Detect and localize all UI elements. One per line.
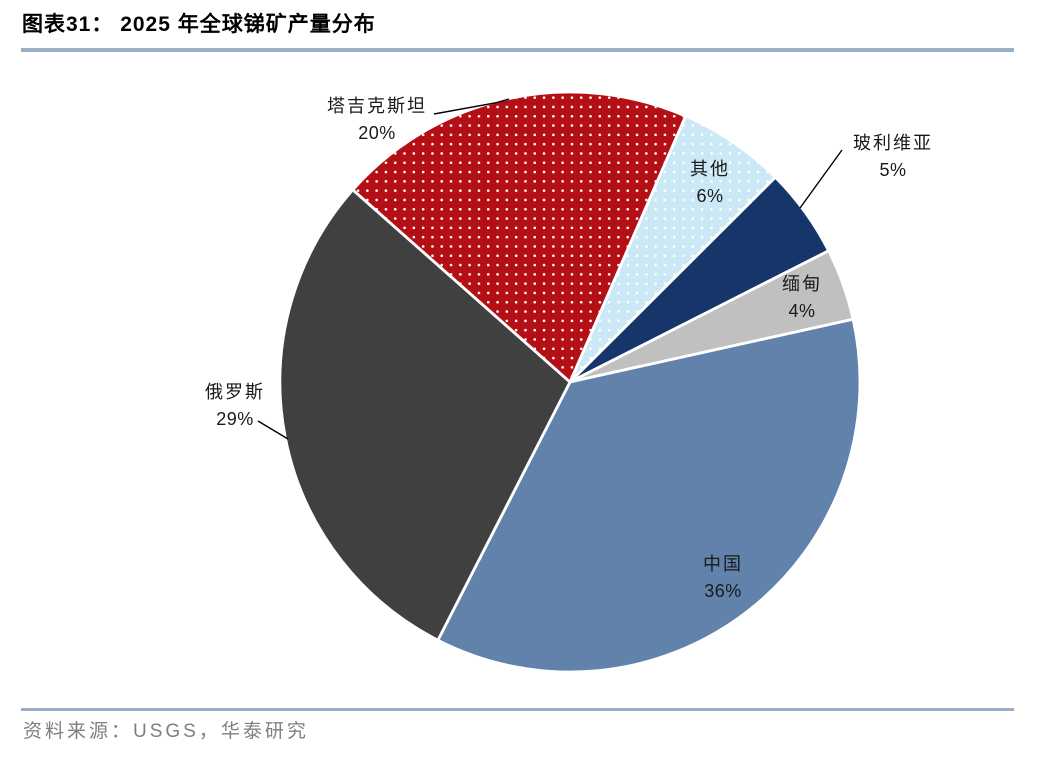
slice-label-tajikistan-pct: 20% bbox=[358, 123, 396, 143]
slice-label-china-name: 中国 bbox=[703, 554, 743, 574]
slice-label-tajikistan: 塔吉克斯坦 20% bbox=[327, 93, 427, 147]
source-rule bbox=[21, 708, 1014, 711]
slice-label-russia-pct: 29% bbox=[216, 409, 254, 429]
slice-label-russia: 俄罗斯 29% bbox=[205, 379, 265, 433]
leader-line-russia bbox=[257, 420, 289, 440]
slice-label-bolivia: 玻利维亚 5% bbox=[853, 130, 933, 184]
slice-label-tajikistan-name: 塔吉克斯坦 bbox=[327, 96, 427, 116]
pie-chart bbox=[257, 90, 862, 674]
title-rule bbox=[21, 48, 1014, 52]
slice-label-china: 中国 36% bbox=[703, 551, 743, 605]
slice-label-bolivia-pct: 5% bbox=[879, 160, 907, 180]
slice-label-bolivia-name: 玻利维亚 bbox=[853, 133, 933, 153]
figure-title: 图表31： 2025 年全球锑矿产量分布 bbox=[22, 13, 376, 36]
leader-line-bolivia bbox=[799, 149, 843, 209]
slice-label-myanmar: 缅甸 4% bbox=[782, 271, 822, 325]
pie-slice-3 bbox=[436, 317, 862, 674]
slice-label-myanmar-pct: 4% bbox=[788, 301, 816, 321]
pie-slice-4 bbox=[278, 188, 572, 642]
slice-label-others-name: 其他 bbox=[690, 159, 730, 179]
slice-label-others-pct: 6% bbox=[696, 186, 724, 206]
slice-label-china-pct: 36% bbox=[704, 581, 742, 601]
pie-slices bbox=[278, 90, 862, 674]
slice-label-others: 其他 6% bbox=[690, 156, 730, 210]
leader-line-tajikistan bbox=[433, 98, 510, 115]
slice-label-myanmar-name: 缅甸 bbox=[782, 274, 822, 294]
slice-label-russia-name: 俄罗斯 bbox=[205, 382, 265, 402]
source-text: 资料来源：USGS，华泰研究 bbox=[23, 721, 309, 742]
